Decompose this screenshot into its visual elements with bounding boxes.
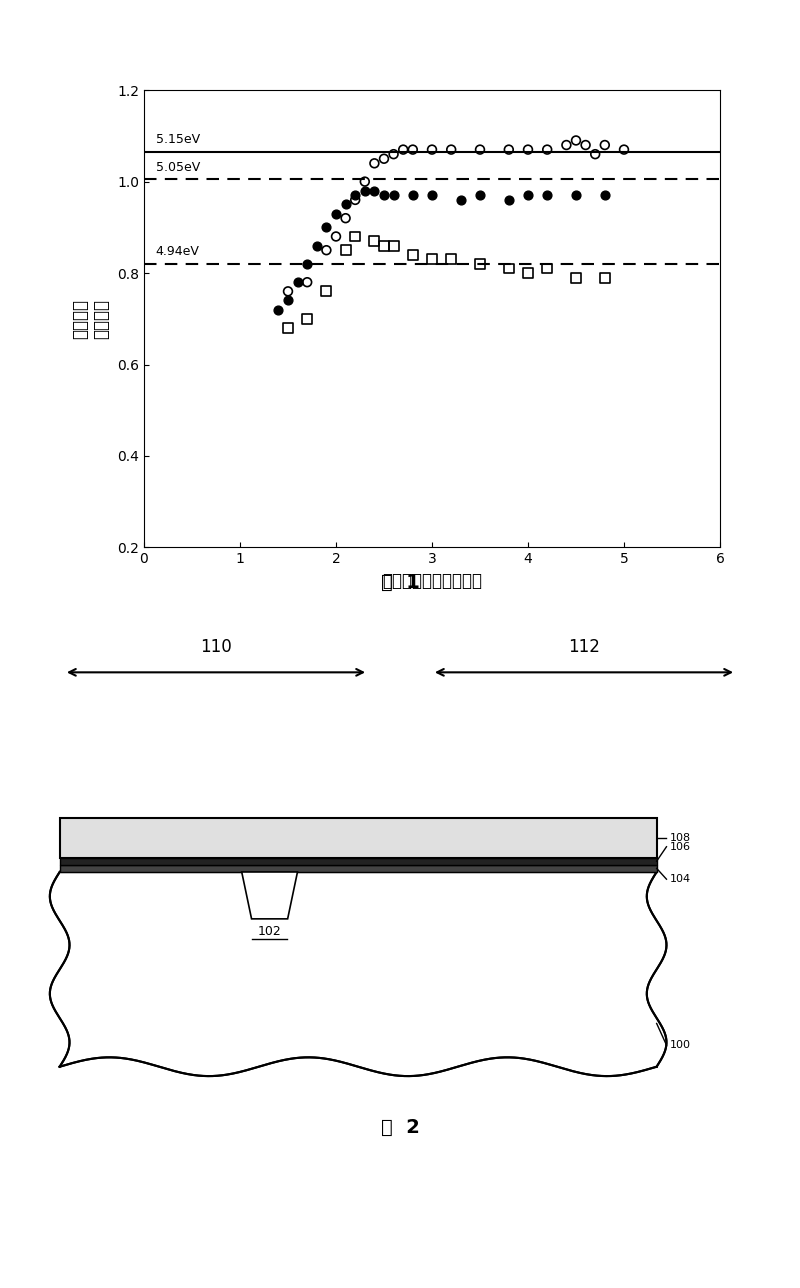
Point xyxy=(349,185,362,206)
Point xyxy=(301,309,314,330)
Point xyxy=(378,148,390,169)
Point xyxy=(541,139,554,160)
Point xyxy=(330,204,342,224)
Point xyxy=(368,180,381,201)
Point xyxy=(541,185,554,206)
Point xyxy=(426,139,438,160)
Point xyxy=(570,185,582,206)
Text: 5.15eV: 5.15eV xyxy=(155,134,200,147)
Point xyxy=(339,240,352,260)
Point xyxy=(522,185,534,206)
Point xyxy=(570,268,582,289)
Point xyxy=(598,185,611,206)
Bar xyxy=(60,872,657,1066)
Text: 102: 102 xyxy=(258,925,282,938)
Point xyxy=(541,258,554,278)
Point xyxy=(272,299,285,319)
Point xyxy=(502,189,515,210)
Point xyxy=(570,130,582,151)
Text: 110: 110 xyxy=(200,638,232,656)
Point xyxy=(330,227,342,247)
Point xyxy=(320,218,333,238)
Bar xyxy=(60,818,657,858)
Point xyxy=(406,245,419,265)
Point xyxy=(339,207,352,228)
Point xyxy=(445,139,458,160)
X-axis label: 等效氧化厚度（纳米）: 等效氧化厚度（纳米） xyxy=(382,572,482,590)
Point xyxy=(349,227,362,247)
Point xyxy=(320,281,333,301)
Text: 106: 106 xyxy=(670,842,690,851)
Bar xyxy=(60,864,657,872)
Point xyxy=(589,144,602,165)
Point xyxy=(426,185,438,206)
Point xyxy=(560,135,573,156)
Point xyxy=(282,290,294,310)
Point xyxy=(358,180,371,201)
Point xyxy=(445,249,458,269)
Text: 图  1: 图 1 xyxy=(381,573,419,592)
Polygon shape xyxy=(242,872,298,918)
Text: 4.94eV: 4.94eV xyxy=(155,246,199,259)
Text: 108: 108 xyxy=(670,833,691,842)
Point xyxy=(522,139,534,160)
Y-axis label: 宽带电压
（伏特）: 宽带电压 （伏特） xyxy=(71,299,110,339)
Point xyxy=(368,153,381,174)
Point xyxy=(598,135,611,156)
Point xyxy=(406,185,419,206)
Point xyxy=(426,249,438,269)
Point xyxy=(282,318,294,339)
Point xyxy=(358,171,371,192)
Text: 104: 104 xyxy=(670,875,691,884)
Point xyxy=(368,231,381,251)
Text: 100: 100 xyxy=(670,1041,690,1050)
Point xyxy=(502,258,515,278)
Bar xyxy=(60,858,657,864)
Point xyxy=(378,185,390,206)
Point xyxy=(291,272,304,292)
Point xyxy=(598,268,611,289)
Point xyxy=(406,139,419,160)
Point xyxy=(397,139,410,160)
Point xyxy=(301,254,314,274)
Bar xyxy=(60,873,657,1065)
Point xyxy=(320,240,333,260)
Text: 112: 112 xyxy=(568,638,600,656)
Point xyxy=(502,139,515,160)
Point xyxy=(474,254,486,274)
Point xyxy=(474,139,486,160)
Point xyxy=(454,189,467,210)
Point xyxy=(387,185,400,206)
Text: 5.05eV: 5.05eV xyxy=(155,161,200,174)
Point xyxy=(310,236,323,256)
Text: 图  2: 图 2 xyxy=(381,1118,419,1137)
Point xyxy=(387,236,400,256)
Point xyxy=(474,185,486,206)
Point xyxy=(522,263,534,283)
Point xyxy=(282,281,294,301)
Point xyxy=(378,236,390,256)
Point xyxy=(349,189,362,210)
Point xyxy=(618,139,630,160)
Point xyxy=(339,194,352,215)
Point xyxy=(387,144,400,165)
Point xyxy=(301,272,314,292)
Point xyxy=(579,135,592,156)
